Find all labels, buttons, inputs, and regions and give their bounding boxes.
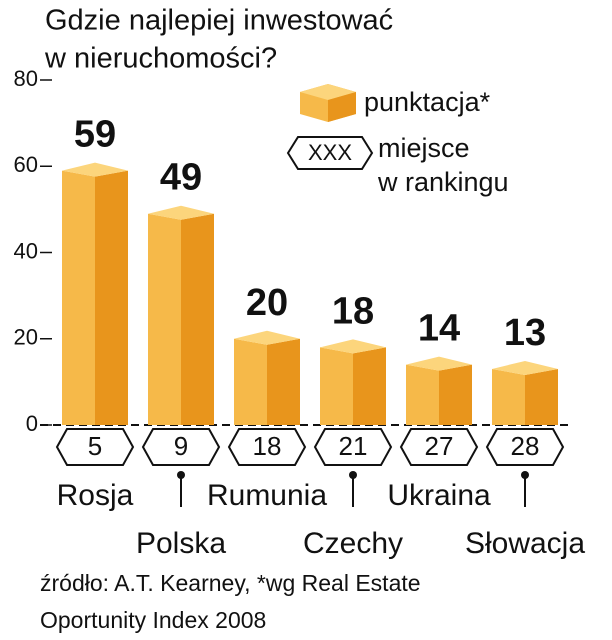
bar — [62, 162, 128, 425]
bar-front — [492, 368, 525, 425]
bar-side — [95, 170, 128, 425]
legend-label: miejsce — [378, 133, 470, 163]
bar-front — [62, 170, 95, 425]
legend-rank-text: XXX — [308, 140, 352, 165]
bar-top — [62, 162, 128, 177]
bar-front — [406, 364, 439, 425]
rank-label: 28 — [511, 431, 540, 461]
bar-side — [181, 213, 214, 425]
value-label: 49 — [160, 157, 202, 199]
legend-rank-symbol — [286, 136, 374, 170]
x-tick-label: Rosja — [57, 479, 134, 512]
bar-top — [320, 339, 386, 354]
rank-label: 5 — [88, 431, 102, 461]
bar-side — [267, 338, 300, 425]
bar-top — [148, 205, 214, 220]
x-tick-label: Czechy — [303, 527, 403, 560]
rank-badge — [485, 428, 565, 466]
rank-badge — [55, 428, 135, 466]
value-label: 59 — [74, 114, 116, 156]
rank-badge — [399, 428, 479, 466]
bar-front — [148, 213, 181, 425]
bar-top — [234, 330, 300, 345]
y-tick-label: 20 — [14, 325, 38, 350]
bar — [406, 356, 472, 425]
x-tick-label: Rumunia — [207, 479, 327, 512]
legend-label: punktacja* — [364, 87, 491, 117]
legend: punktacja* XXX miejsce w rankingu — [286, 84, 509, 197]
chart-title: Gdzie najlepiej inwestować — [45, 5, 393, 37]
y-tick-label: 0 — [26, 411, 38, 436]
y-tick-label: 40 — [14, 238, 38, 263]
bar-side — [439, 364, 472, 425]
rank-label: 21 — [339, 431, 368, 461]
bar-side — [525, 368, 558, 425]
rank-label: 18 — [253, 431, 282, 461]
rank-badge — [141, 428, 221, 466]
value-label: 14 — [418, 308, 460, 350]
x-tick-label: Polska — [136, 527, 226, 560]
rank-badge — [227, 428, 307, 466]
value-label: 13 — [504, 312, 546, 354]
y-tick-label: 60 — [14, 152, 38, 177]
value-label: 18 — [332, 290, 374, 332]
rank-label: 9 — [174, 431, 188, 461]
bar — [234, 330, 300, 425]
source: źródło: A.T. Kearney, *wg Real Estate — [40, 570, 421, 596]
bar — [320, 339, 386, 425]
bar-top — [492, 360, 558, 375]
value-label: 20 — [246, 282, 288, 324]
rank-badge — [313, 428, 393, 466]
bar-front — [320, 347, 353, 425]
rank-label: 27 — [425, 431, 454, 461]
bar-front — [234, 338, 267, 425]
bar-top — [406, 356, 472, 371]
bar — [492, 360, 558, 425]
x-tick-label: Słowacja — [465, 527, 585, 560]
bar-side — [353, 347, 386, 425]
legend-label: w rankingu — [377, 167, 509, 197]
chart-title: w nieruchomości? — [44, 43, 277, 75]
legend-swatch-side — [328, 92, 356, 122]
source: Oportunity Index 2008 — [40, 607, 266, 633]
x-tick-label: Ukraina — [387, 479, 491, 512]
bar — [148, 205, 214, 425]
y-tick-label: 80 — [14, 66, 38, 91]
